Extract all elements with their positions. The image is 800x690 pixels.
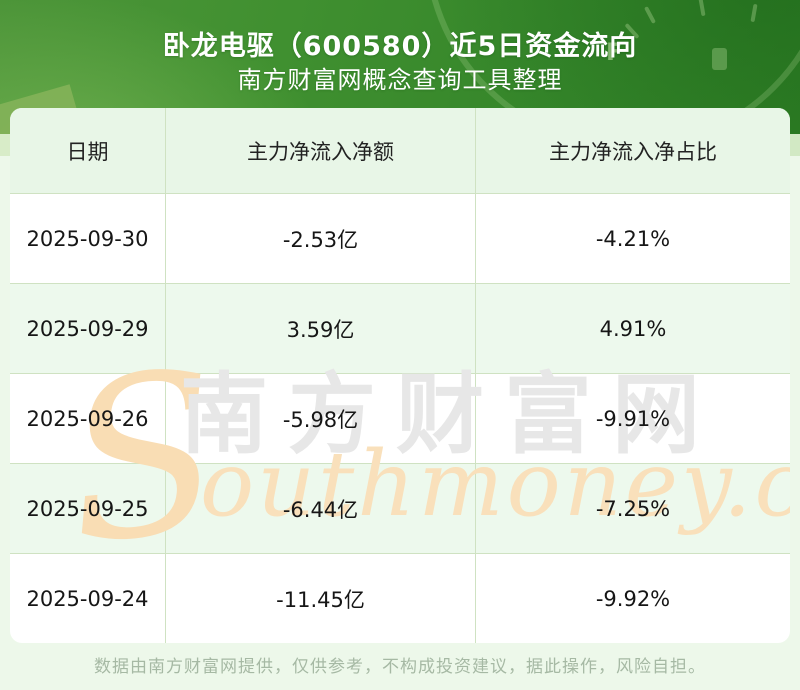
column-header-net-inflow: 主力净流入净额	[166, 108, 476, 193]
page-title: 卧龙电驱（600580）近5日资金流向	[162, 31, 638, 62]
date-cell: 2025-09-24	[10, 554, 166, 643]
date-cell: 2025-09-25	[10, 464, 166, 553]
amount-cell: -2.53亿	[166, 194, 476, 283]
date-cell: 2025-09-26	[10, 374, 166, 463]
column-header-date: 日期	[10, 108, 166, 193]
date-cell: 2025-09-30	[10, 194, 166, 283]
amount-cell: -11.45亿	[166, 554, 476, 643]
amount-cell: 3.59亿	[166, 284, 476, 373]
disclaimer-text: 数据由南方财富网提供，仅供参考，不构成投资建议，据此操作，风险自担。	[94, 657, 706, 677]
table-row: 2025-09-30 -2.53亿 -4.21%	[10, 193, 790, 283]
amount-cell: -5.98亿	[166, 374, 476, 463]
table-header-row: 日期 主力净流入净额 主力净流入净占比	[10, 108, 790, 193]
ratio-cell: -4.21%	[595, 226, 671, 251]
table-row: 2025-09-24 -11.45亿 -9.92%	[10, 553, 790, 643]
ratio-cell: 4.91%	[599, 316, 667, 341]
table-row: 2025-09-25 -6.44亿 -7.25%	[10, 463, 790, 553]
gauge-full-mark: F	[606, 38, 623, 66]
date-cell: 2025-09-29	[10, 284, 166, 373]
fuel-pump-icon	[712, 48, 727, 70]
ratio-cell: -9.91%	[595, 406, 671, 431]
column-header-net-inflow-ratio: 主力净流入净占比	[549, 139, 717, 164]
table-row: 2025-09-26 -5.98亿 -9.91%	[10, 373, 790, 463]
ratio-cell: -7.25%	[595, 496, 671, 521]
ratio-cell: -9.92%	[595, 586, 671, 611]
page-subtitle: 南方财富网概念查询工具整理	[237, 66, 563, 94]
amount-cell: -6.44亿	[166, 464, 476, 553]
table-row: 2025-09-29 3.59亿 4.91%	[10, 283, 790, 373]
fund-flow-table: S 南方财富网 outhmoney.com 日期 主力净流入净额 主力净流入净占…	[10, 108, 790, 643]
